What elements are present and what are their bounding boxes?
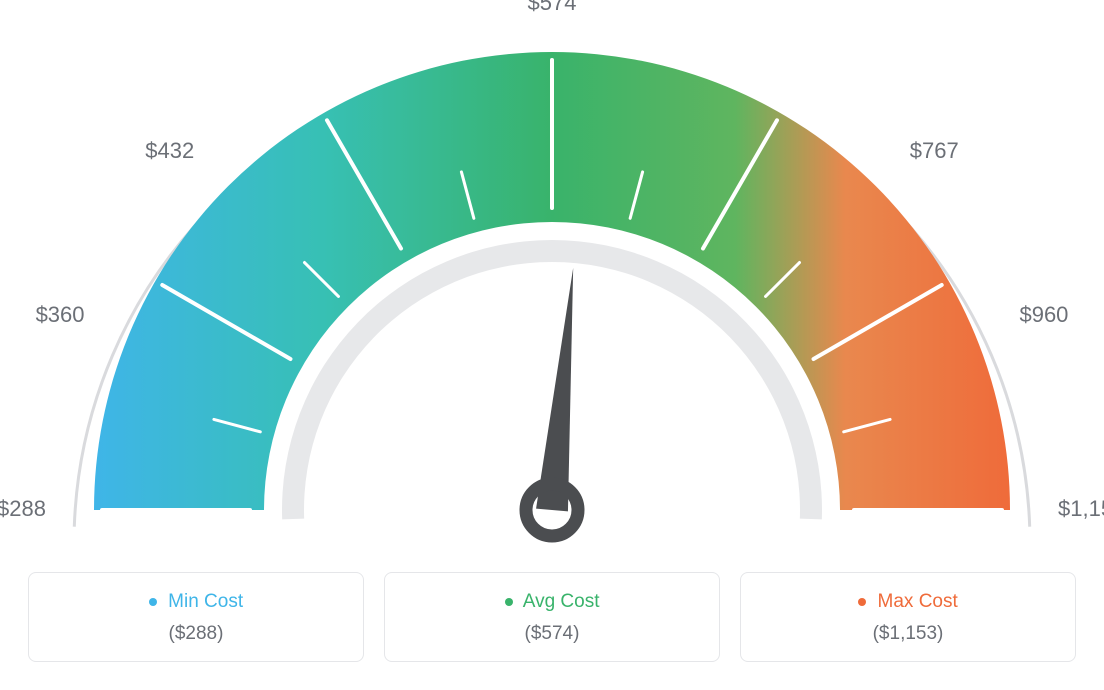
legend-value-avg: ($574): [385, 623, 719, 645]
legend-value-min: ($288): [29, 623, 363, 645]
legend-dot-min: [149, 598, 157, 606]
legend-card-min: Min Cost ($288): [28, 572, 364, 662]
legend-card-max: Max Cost ($1,153): [740, 572, 1076, 662]
cost-gauge: $288 $360 $432 $574 $767 $960 $1,153: [0, 0, 1104, 560]
gauge-svg: $288 $360 $432 $574 $767 $960 $1,153: [0, 0, 1104, 560]
legend-dot-max: [858, 598, 866, 606]
gauge-label: $767: [910, 138, 959, 163]
gauge-label: $432: [145, 138, 194, 163]
gauge-label: $960: [1019, 302, 1068, 327]
gauge-label: $288: [0, 496, 46, 521]
legend-title-avg: Avg Cost: [385, 591, 719, 613]
legend-value-max: ($1,153): [741, 623, 1075, 645]
legend-label-avg: Avg Cost: [523, 591, 600, 612]
gauge-label: $360: [36, 302, 85, 327]
legend-title-max: Max Cost: [741, 591, 1075, 613]
legend-dot-avg: [505, 598, 513, 606]
gauge-needle: [536, 268, 573, 511]
gauge-label: $574: [528, 0, 577, 15]
legend-title-min: Min Cost: [29, 591, 363, 613]
legend-label-max: Max Cost: [878, 591, 958, 612]
legend-label-min: Min Cost: [168, 591, 243, 612]
legend-card-avg: Avg Cost ($574): [384, 572, 720, 662]
legend-row: Min Cost ($288) Avg Cost ($574) Max Cost…: [0, 572, 1104, 662]
gauge-label: $1,153: [1058, 496, 1104, 521]
